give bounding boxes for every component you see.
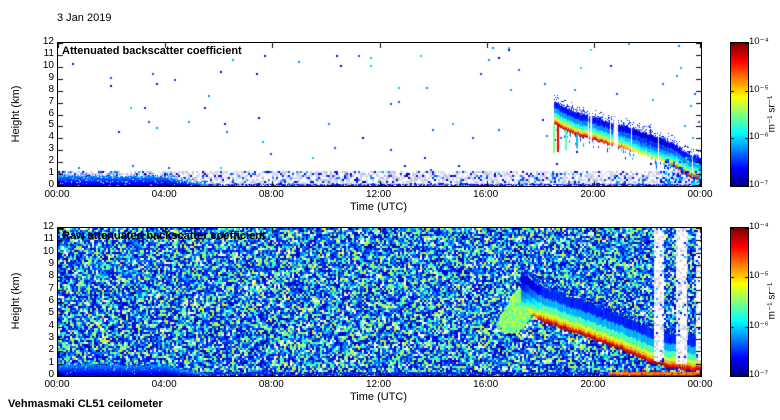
colorbar-tick-label: 10⁻⁴ (749, 36, 769, 47)
y-tick-label: 10 (42, 59, 54, 71)
y-tick-label: 12 (42, 221, 54, 232)
y-tick-label: 12 (42, 36, 54, 47)
y-tick-label: 5 (48, 307, 54, 319)
y-tick-label: 3 (48, 332, 54, 343)
y-tick-label: 9 (48, 71, 54, 83)
y-tick-label: 8 (48, 270, 54, 282)
y-tick-label: 4 (48, 131, 54, 143)
y-axis-label: Height (km) (10, 272, 22, 330)
y-tick-label: 9 (48, 258, 54, 269)
x-axis-label: Time (UTC) (349, 391, 408, 403)
instrument-label: Vehmasmaki CL51 ceilometer (8, 398, 163, 410)
colorbar (730, 42, 749, 187)
colorbar-tick-label: 10⁻⁶ (749, 319, 769, 331)
x-tick-label: 04:00 (151, 189, 177, 200)
x-tick-label: 00:00 (687, 189, 713, 200)
x-tick-label: 04:00 (151, 379, 177, 390)
y-tick-label: 0 (48, 179, 54, 190)
y-tick-label: 11 (43, 233, 54, 245)
colorbar-units-label: m⁻¹ sr⁻¹ (766, 282, 778, 320)
panel-title: Attenuated backscatter coefficient (62, 45, 242, 57)
x-axis-label: Time (UTC) (349, 201, 408, 213)
raw-attenuated-backscatter-heatmap (57, 227, 702, 377)
y-tick-label: 3 (48, 143, 54, 155)
x-tick-label: 16:00 (473, 189, 499, 200)
x-tick-label: 00:00 (687, 379, 713, 390)
y-tick-label: 2 (48, 344, 54, 356)
y-tick-label: 7 (48, 282, 54, 294)
y-tick-label: 4 (48, 319, 54, 331)
x-tick-label: 16:00 (473, 379, 499, 390)
colorbar-tick-label: 10⁻⁶ (749, 131, 769, 143)
x-tick-label: 20:00 (580, 379, 606, 390)
y-tick-label: 1 (48, 167, 54, 179)
y-tick-label: 5 (48, 119, 54, 131)
panel-title: Raw attenuated backscatter coefficient (62, 230, 266, 242)
y-tick-label: 6 (48, 295, 54, 306)
x-tick-label: 12:00 (365, 189, 392, 200)
colorbar-tick-label: 10⁻⁷ (749, 179, 769, 190)
x-tick-label: 00:00 (44, 379, 70, 390)
x-tick-label: 20:00 (580, 189, 606, 200)
x-tick-label: 08:00 (258, 189, 284, 200)
date-label: 3 Jan 2019 (57, 12, 112, 24)
y-tick-label: 6 (48, 107, 54, 119)
colorbar-tick-label: 10⁻⁷ (749, 369, 769, 380)
y-tick-label: 0 (48, 369, 54, 380)
y-tick-label: 10 (42, 245, 54, 257)
attenuated-backscatter-heatmap (57, 42, 702, 187)
colorbar-tick-label: 10⁻⁵ (749, 270, 769, 282)
x-tick-label: 08:00 (258, 379, 284, 390)
colorbar (730, 227, 749, 377)
y-tick-label: 1 (48, 356, 54, 368)
x-tick-label: 00:00 (44, 189, 70, 200)
y-tick-label: 2 (48, 155, 54, 167)
colorbar-tick-label: 10⁻⁴ (749, 221, 769, 232)
y-tick-label: 11 (43, 47, 54, 59)
y-tick-label: 8 (48, 83, 54, 95)
x-tick-label: 12:00 (365, 379, 392, 390)
y-tick-label: 7 (48, 95, 54, 107)
colorbar-tick-label: 10⁻⁵ (749, 83, 769, 95)
